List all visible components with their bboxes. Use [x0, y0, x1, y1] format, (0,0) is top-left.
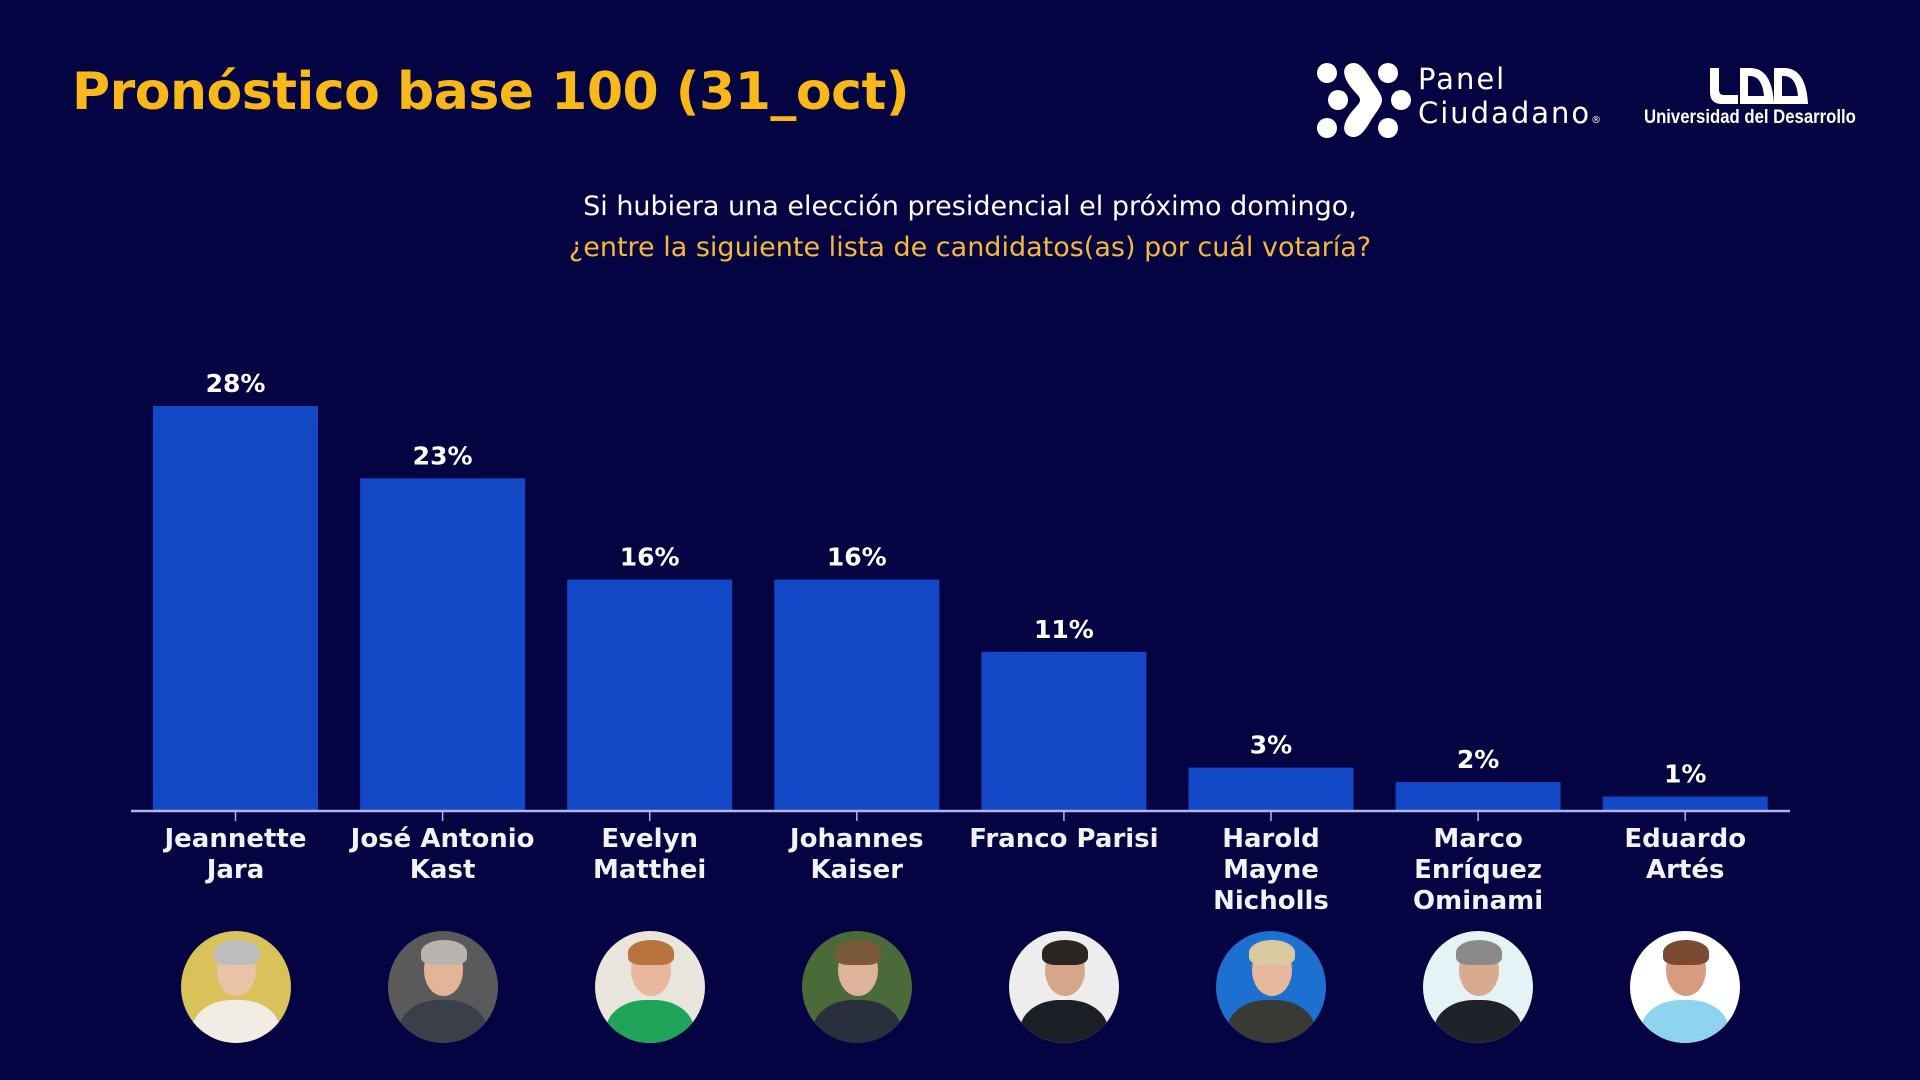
registered-mark: ®	[1591, 115, 1602, 126]
candidate-photo-0	[180, 931, 291, 1043]
avatar-hair	[213, 939, 260, 965]
category-label-1-line-0: José Antonio	[349, 824, 535, 854]
avatar-hair	[627, 939, 674, 965]
category-label-0-line-1: Jara	[205, 855, 265, 885]
avatar-body	[812, 1000, 901, 1043]
value-label-3: 16%	[827, 543, 887, 572]
avatar-hair	[1456, 939, 1503, 965]
value-label-5: 3%	[1250, 731, 1292, 760]
avatar-hair	[834, 939, 881, 965]
category-label-6-line-2: Ominami	[1413, 886, 1543, 916]
bar-2	[567, 579, 733, 811]
panel-ciudadano-line1: Panel	[1418, 62, 1507, 96]
value-label-4: 11%	[1034, 615, 1094, 644]
bar-4	[981, 651, 1147, 811]
avatar-hair	[1663, 939, 1710, 965]
udd-logo-icon	[1710, 68, 1808, 104]
category-label-2-line-0: Evelyn	[601, 824, 698, 854]
avatar-hair	[1249, 939, 1296, 965]
category-label-3-line-1: Kaiser	[811, 855, 904, 885]
candidate-photo-3	[801, 931, 912, 1043]
panel-ciudadano-logo-icon	[1317, 62, 1411, 138]
avatar-body	[605, 1000, 694, 1043]
bar-6	[1395, 782, 1561, 811]
candidate-photo-7	[1630, 931, 1741, 1043]
bar-3	[774, 579, 940, 811]
category-label-7-line-0: Eduardo	[1624, 824, 1746, 854]
category-label-6-line-0: Marco	[1433, 824, 1523, 854]
category-label-1-line-1: Kast	[410, 855, 476, 885]
category-label-5-line-2: Nicholls	[1213, 886, 1329, 916]
category-label-5-line-1: Mayne	[1223, 855, 1319, 885]
category-label-2-line-1: Matthei	[593, 855, 706, 885]
value-label-7: 1%	[1664, 760, 1706, 789]
value-label-2: 16%	[620, 543, 680, 572]
avatar-hair	[420, 939, 467, 965]
candidate-photo-2	[594, 931, 705, 1043]
candidate-photo-6	[1423, 931, 1534, 1043]
bar-1	[360, 478, 526, 811]
category-label-5-line-0: Harold	[1222, 824, 1320, 854]
category-label-4-line-0: Franco Parisi	[969, 824, 1158, 854]
panel-ciudadano-line2: Ciudadano	[1418, 96, 1592, 130]
value-label-1: 23%	[413, 441, 473, 470]
question-line-1: Si hubiera una elección presidencial el …	[583, 191, 1357, 222]
avatar-body	[1019, 1000, 1108, 1043]
value-label-6: 2%	[1457, 745, 1499, 774]
candidate-photo-1	[387, 931, 498, 1043]
category-label-6-line-1: Enríquez	[1414, 855, 1542, 885]
bar-0	[153, 406, 318, 811]
avatar-body	[1641, 1000, 1730, 1043]
survey-question: Si hubiera una elección presidencial el …	[0, 186, 1920, 268]
bar-7	[1602, 796, 1768, 811]
bar-5	[1188, 767, 1354, 811]
page-title: Pronóstico base 100 (31_oct)	[72, 62, 910, 122]
value-label-0: 28%	[206, 369, 266, 398]
avatar-body	[398, 1000, 487, 1043]
category-label-0-line-0: Jeannette	[163, 824, 307, 854]
question-line-2: ¿entre la siguiente lista de candidatos(…	[568, 232, 1372, 263]
udd-wordmark: Universidad del Desarrollo	[1644, 107, 1856, 128]
candidate-photo-4	[1008, 931, 1119, 1043]
category-label-3-line-0: Johannes	[788, 824, 924, 854]
avatar-body	[1434, 1000, 1523, 1043]
avatar-hair	[1041, 939, 1089, 965]
panel-ciudadano-wordmark: Panel Ciudadano®	[1418, 62, 1601, 138]
category-label-7-line-1: Artés	[1646, 855, 1724, 885]
avatar-body	[1227, 1000, 1315, 1043]
candidate-photo-5	[1216, 931, 1326, 1043]
avatar-body	[191, 1000, 280, 1043]
